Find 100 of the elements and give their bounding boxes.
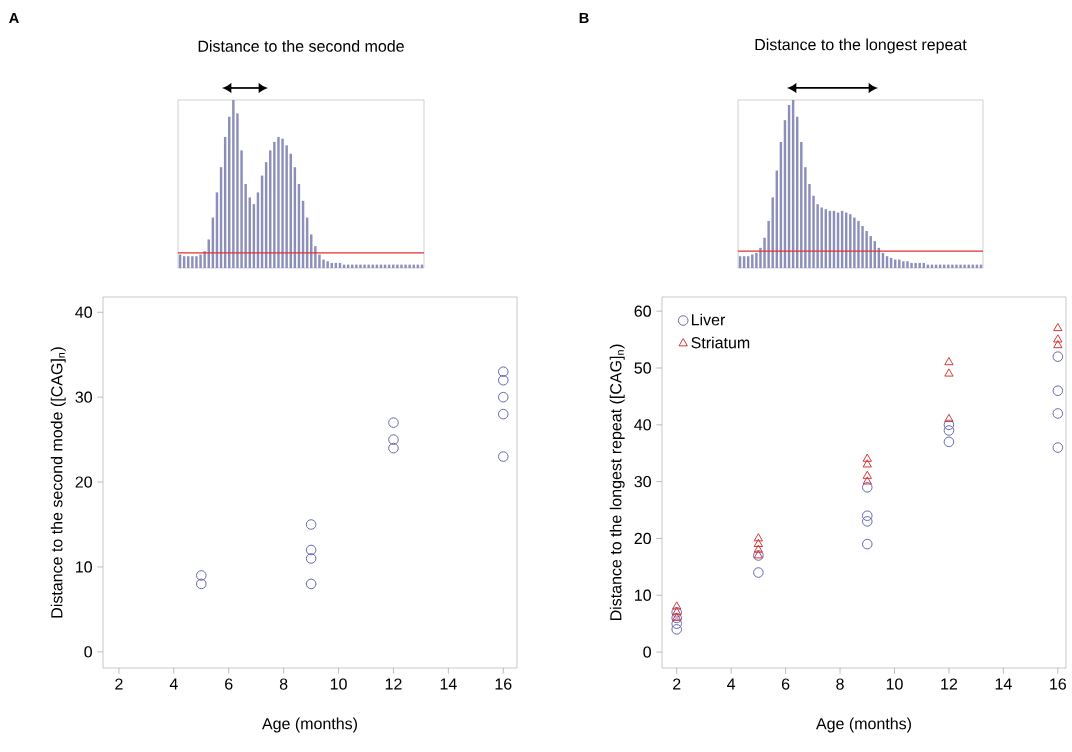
point — [196, 570, 207, 581]
y-axis-title: Distance to the second mode ([CAG]$_{n}$) — [50, 347, 66, 618]
bar — [404, 264, 407, 268]
point — [1052, 385, 1064, 396]
bar — [751, 254, 754, 268]
bar — [314, 246, 317, 268]
bar — [857, 220, 860, 268]
y-tick-label: 10 — [76, 561, 92, 573]
x-tick-label: 2 — [115, 678, 123, 690]
y-tick-label: 50 — [634, 362, 651, 374]
y-tick-label: 40 — [634, 419, 651, 431]
bar — [232, 99, 235, 268]
y-tick-label: 30 — [634, 475, 651, 488]
point — [498, 408, 509, 420]
point — [305, 578, 317, 590]
chart-title: Distance to the second mode — [198, 40, 404, 52]
point — [672, 601, 682, 610]
point — [305, 544, 317, 556]
point — [388, 417, 399, 428]
bar — [955, 264, 958, 268]
point — [1052, 408, 1064, 419]
bar — [363, 264, 366, 268]
x-tick-label: 6 — [781, 678, 790, 690]
bar — [902, 261, 905, 268]
x-tick-label: 6 — [225, 678, 233, 690]
point — [1053, 340, 1063, 349]
point — [671, 624, 682, 635]
bar — [849, 214, 852, 268]
bar — [367, 264, 370, 268]
point — [862, 453, 872, 462]
point — [862, 476, 872, 485]
x-tick-label: 8 — [279, 678, 288, 690]
bar — [963, 264, 966, 268]
point — [944, 413, 954, 422]
x-tick-label: 16 — [1050, 678, 1067, 690]
x-axis-title: Age (months) — [816, 717, 911, 733]
bar — [396, 264, 399, 268]
x-tick-label: 12 — [941, 678, 958, 690]
point — [862, 459, 872, 468]
y-tick-label: 0 — [84, 646, 92, 658]
text: B — [579, 12, 589, 24]
y-tick-label: 40 — [75, 306, 92, 318]
chart-title: Distance to the longest repeat — [755, 38, 967, 54]
point — [498, 366, 509, 377]
point — [944, 357, 954, 366]
point — [498, 374, 509, 386]
legend-label: Striatum — [691, 336, 750, 349]
bar — [199, 254, 202, 268]
bar — [277, 136, 280, 268]
bar — [914, 262, 917, 268]
legend-label: Liver — [691, 313, 726, 326]
point — [388, 434, 399, 445]
bar — [755, 252, 758, 268]
point — [862, 482, 873, 493]
bar — [910, 262, 913, 268]
point — [943, 419, 955, 431]
bar — [355, 264, 358, 268]
x-axis-title: Age (months) — [262, 717, 357, 733]
bar — [800, 141, 803, 268]
point — [753, 567, 764, 578]
bar — [959, 264, 962, 268]
bar — [191, 256, 194, 268]
point — [305, 553, 317, 564]
x-tick-label: 10 — [886, 678, 903, 690]
bar — [400, 264, 403, 268]
x-tick-label: 10 — [330, 678, 347, 690]
x-tick-label: 8 — [836, 678, 844, 690]
point — [862, 516, 873, 527]
y-tick-label: 0 — [643, 646, 651, 658]
bar — [195, 256, 198, 268]
x-tick-label: 14 — [995, 678, 1012, 690]
x-tick-label: 2 — [673, 678, 681, 690]
bar — [281, 138, 284, 268]
x-tick-label: 14 — [440, 678, 457, 690]
point — [498, 391, 509, 403]
point — [944, 368, 954, 377]
point — [753, 538, 763, 547]
bar — [967, 264, 970, 268]
point — [671, 618, 682, 629]
point — [1052, 351, 1064, 362]
x-tick-label: 12 — [385, 678, 402, 690]
point — [1053, 334, 1063, 343]
point — [862, 538, 873, 550]
y-axis-title: Distance to the longest repeat ([CAG]$_{n}$) — [609, 344, 625, 621]
x-tick-label: 4 — [169, 678, 178, 690]
bar — [408, 264, 411, 268]
point — [196, 578, 207, 590]
x-tick-label: 16 — [495, 678, 512, 690]
y-tick-label: 60 — [634, 305, 651, 317]
bar — [820, 207, 823, 268]
point — [388, 442, 399, 454]
bar — [853, 217, 856, 268]
point — [943, 436, 955, 448]
point — [862, 510, 873, 521]
bar — [951, 264, 954, 268]
point — [1053, 322, 1063, 332]
bar — [273, 141, 276, 268]
bar — [906, 261, 909, 268]
bar — [947, 264, 950, 268]
bar — [326, 261, 329, 268]
